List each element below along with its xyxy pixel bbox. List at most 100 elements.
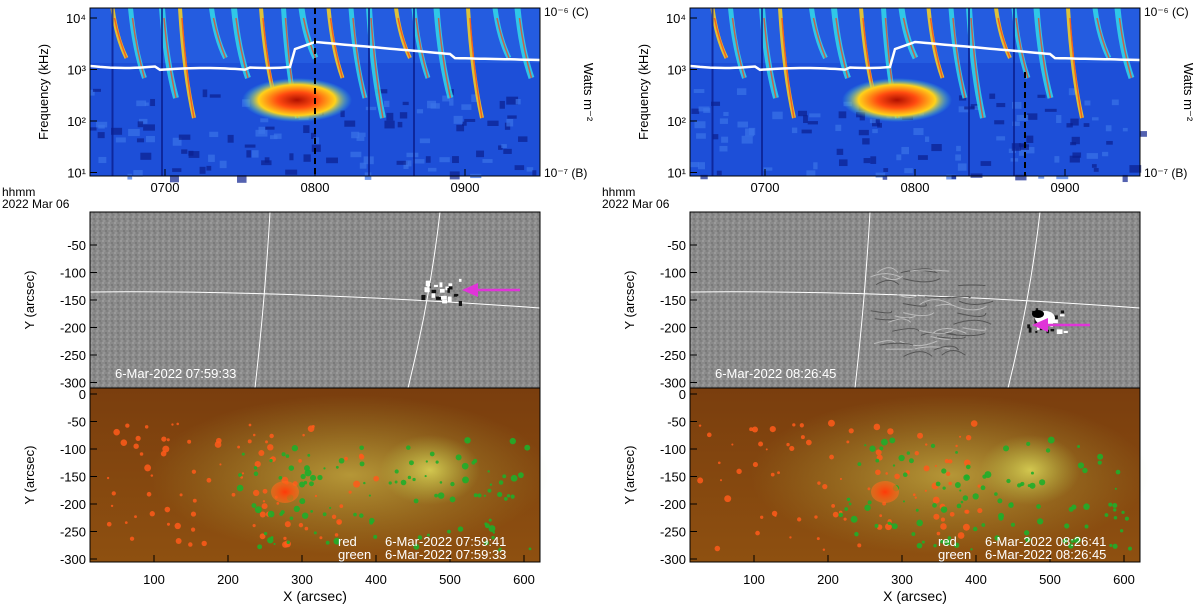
y-tick-label: -250: [60, 525, 86, 540]
right-tick-label: 10⁻⁷ (B): [544, 166, 587, 180]
noise-cell: [375, 89, 388, 94]
magnetic-speck: [333, 537, 341, 545]
magnetic-speck: [369, 517, 375, 524]
chromosphere-speck: [917, 432, 924, 439]
noise-cell: [92, 88, 102, 92]
noise-cell: [453, 115, 463, 124]
timestamp: 6-Mar-2022 08:26:45: [715, 366, 836, 381]
type-ii-burst: [242, 78, 352, 122]
noise-cell: [326, 157, 338, 164]
magnetic-speck: [970, 548, 973, 551]
noise-cell: [206, 165, 212, 171]
flare-feature: [427, 283, 430, 288]
y-tick-label: 10¹: [667, 166, 686, 181]
magnetic-speck: [310, 474, 317, 481]
magnetic-speck: [1010, 522, 1015, 527]
noise-cell: [140, 152, 152, 160]
chromosphere-speck: [822, 484, 828, 490]
noise-cell: [506, 119, 514, 127]
chromosphere-speck: [698, 424, 702, 427]
chromosphere-speck: [252, 524, 256, 528]
flare-feature: [447, 296, 452, 303]
noise-cell: [405, 160, 412, 167]
loop-feature: [870, 310, 893, 314]
chromosphere-speck: [827, 419, 835, 427]
radio-burst-core: [212, 17, 227, 59]
magnetic-speck: [464, 437, 471, 444]
chromosphere-speck: [887, 428, 894, 435]
magnetic-speck: [1077, 444, 1081, 448]
flare-feature: [1059, 314, 1065, 317]
chromosphere-speck: [936, 531, 941, 536]
composite-frame: [689, 387, 1141, 563]
right-tick-label: 10⁻⁶ (C): [544, 5, 589, 19]
magnetic-speck: [288, 465, 295, 471]
magnetic-speck: [962, 495, 969, 501]
coordinate-grid-line: [89, 291, 541, 309]
magnetic-speck: [891, 523, 898, 530]
radio-burst-core: [713, 17, 728, 59]
chromosphere-speck: [948, 459, 953, 464]
y-tick-label: 10²: [67, 114, 86, 129]
magnetic-speck: [1119, 529, 1124, 533]
noise-cell: [1086, 153, 1098, 159]
noise-cell: [1056, 115, 1062, 123]
noise-cell: [1105, 125, 1112, 132]
noise-cell: [246, 150, 251, 158]
chromosphere-speck: [839, 477, 842, 481]
chromosphere-speck: [949, 511, 955, 517]
flare-feature: [447, 288, 450, 293]
noise-cell: [980, 161, 992, 166]
chromosphere-speck: [125, 423, 130, 428]
chromosphere-speck: [925, 443, 928, 446]
chromosphere-speck: [192, 498, 197, 503]
chromosphere-speck: [190, 527, 196, 532]
noise-cell: [1083, 123, 1090, 127]
noise-cell: [711, 101, 721, 106]
noise-cell: [452, 156, 459, 164]
noise-cell: [1111, 99, 1119, 106]
magnetic-speck: [892, 464, 896, 467]
loop-feature: [881, 275, 903, 281]
magnetic-speck: [291, 445, 299, 452]
chromosphere-speck: [269, 433, 274, 439]
noise-cell: [835, 124, 842, 132]
y-tick-label: 10⁴: [666, 11, 686, 26]
noise-cell: [883, 168, 889, 172]
chromosphere-speck: [959, 435, 962, 438]
chromosphere-speck: [298, 459, 302, 463]
noise-cell: [703, 108, 711, 113]
spectrogram: 10⁴ 10³ 10² 10¹ Frequency (kHz) 10⁻⁶ (C) 10⁻⁷ …: [602, 5, 1196, 211]
chromosphere-speck: [353, 480, 361, 488]
coronal-glow: [750, 395, 1150, 555]
chromosphere-speck: [164, 506, 171, 513]
flare-feature: [439, 288, 445, 293]
noise-cell: [351, 131, 360, 139]
magnetic-speck: [286, 540, 291, 544]
chromosphere-speck: [731, 443, 734, 446]
chromosphere-speck: [129, 536, 135, 541]
chromosphere-speck: [765, 448, 768, 451]
chromosphere-speck: [259, 533, 266, 540]
magnetic-speck: [299, 481, 305, 488]
chromosphere-speck: [134, 515, 137, 519]
noise-cell: [1011, 143, 1021, 151]
flare-feature: [442, 295, 447, 300]
noise-cell: [127, 173, 133, 180]
loop-feature: [941, 350, 966, 356]
magnetic-speck: [506, 494, 511, 498]
magnetic-speck: [338, 457, 345, 464]
loop-feature: [894, 315, 916, 319]
noise-cell: [798, 110, 808, 117]
chromosphere-speck: [800, 435, 805, 440]
magnetic-speck: [489, 483, 493, 486]
noise-cell: [397, 121, 403, 128]
noise-cell: [526, 167, 534, 172]
active-region-glow: [380, 435, 480, 505]
time-unit-label: hhmm: [602, 185, 635, 199]
noise-cell: [461, 104, 472, 110]
magnetic-speck: [881, 438, 888, 446]
noise-cell: [871, 118, 880, 127]
noise-cell: [270, 135, 278, 140]
magnetic-speck: [1036, 504, 1041, 509]
